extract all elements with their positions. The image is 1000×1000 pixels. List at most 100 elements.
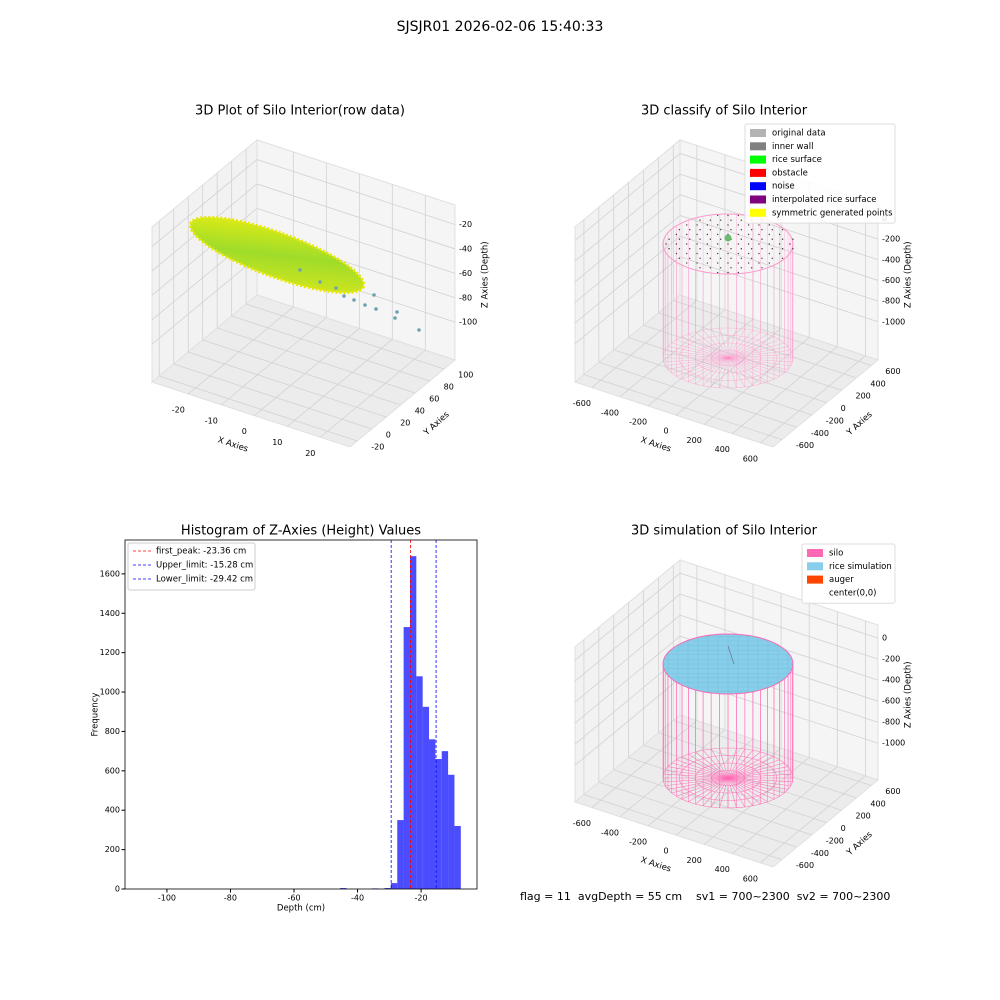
histogram-bar bbox=[403, 627, 410, 889]
grid-line bbox=[673, 300, 872, 366]
grid-line bbox=[254, 328, 360, 416]
histogram-bar bbox=[422, 706, 430, 889]
x-tick-label: -200 bbox=[629, 837, 647, 846]
top-point bbox=[699, 229, 701, 231]
top-point bbox=[719, 248, 722, 250]
y-tick-label: 0 bbox=[841, 824, 846, 833]
grid-line bbox=[574, 235, 681, 324]
top-point bbox=[665, 243, 667, 245]
y-tick-label: 1600 bbox=[100, 569, 120, 578]
legend-patch bbox=[807, 588, 823, 597]
y-tick-label: -600 bbox=[796, 441, 814, 450]
x-tick-label: -200 bbox=[629, 417, 647, 426]
top-point bbox=[686, 224, 688, 226]
grid-line bbox=[583, 794, 783, 860]
grid-line bbox=[679, 194, 879, 261]
grid-line bbox=[679, 256, 879, 323]
x-axis-label: Depth (cm) bbox=[277, 904, 325, 914]
top-point bbox=[727, 262, 729, 264]
top-point bbox=[758, 243, 760, 245]
x-tick-label: 10 bbox=[272, 438, 282, 447]
y-tick-label: -20 bbox=[371, 443, 384, 452]
top-point bbox=[778, 243, 781, 245]
grid-line bbox=[246, 303, 445, 370]
grid-line bbox=[574, 256, 681, 345]
grid-line bbox=[679, 235, 879, 302]
top-point bbox=[706, 252, 709, 255]
plot-frame bbox=[124, 539, 478, 890]
grid-line bbox=[574, 614, 681, 703]
x-tick-label: 200 bbox=[687, 856, 702, 865]
top-point bbox=[761, 257, 763, 259]
legend-box bbox=[127, 542, 256, 591]
legend-box bbox=[744, 123, 896, 224]
top-point bbox=[689, 238, 691, 240]
top-point bbox=[719, 229, 722, 231]
top-point bbox=[727, 243, 729, 245]
grid-line bbox=[647, 738, 754, 827]
top-point bbox=[747, 252, 750, 255]
outlier-point bbox=[318, 280, 322, 284]
z-axis-label: Z Axies (Depth) bbox=[904, 661, 914, 728]
figure-title: SJSJR01 2026-02-06 15:40:33 bbox=[397, 19, 604, 35]
z-tick-label: -100 bbox=[459, 318, 477, 327]
silo-wireframe bbox=[662, 634, 794, 809]
y-tick-label: 20 bbox=[400, 419, 410, 428]
x-tick-label: 0 bbox=[664, 847, 669, 856]
top-point bbox=[737, 224, 740, 226]
top-point bbox=[750, 257, 753, 259]
top-point bbox=[761, 248, 763, 250]
top-point bbox=[678, 238, 681, 240]
y-tick-label: 400 bbox=[870, 379, 885, 388]
top-point bbox=[737, 262, 740, 264]
top-point bbox=[716, 243, 719, 245]
rice-top bbox=[662, 633, 794, 695]
top-point bbox=[716, 262, 719, 264]
histogram-bar bbox=[390, 883, 398, 889]
grid-line bbox=[202, 339, 401, 406]
z-tick-label: -60 bbox=[459, 269, 472, 278]
x-tick-label: -400 bbox=[601, 828, 619, 837]
grid-line bbox=[619, 729, 726, 818]
top-point bbox=[740, 248, 743, 250]
legend-label: silo bbox=[829, 549, 843, 559]
top-point bbox=[740, 257, 743, 259]
grid-line bbox=[619, 309, 726, 398]
top-point bbox=[792, 238, 794, 240]
y-axis-label: Y Axies bbox=[844, 829, 875, 858]
grid-line bbox=[658, 732, 857, 799]
grid-line bbox=[732, 766, 838, 854]
z-tick-label: -200 bbox=[882, 655, 900, 664]
histogram-bar bbox=[454, 825, 461, 889]
top-point bbox=[699, 257, 701, 259]
top-points bbox=[665, 214, 794, 274]
y-tick-label: 800 bbox=[105, 727, 120, 736]
grid-line bbox=[287, 339, 393, 427]
grid-line bbox=[188, 351, 387, 418]
z-tick-label: -80 bbox=[459, 293, 472, 302]
top-point bbox=[737, 233, 740, 236]
grid-line bbox=[574, 173, 681, 262]
top-point bbox=[771, 229, 773, 231]
top-point bbox=[678, 229, 681, 231]
chart-title: 3D Plot of Silo Interior(row data) bbox=[195, 104, 405, 119]
y-tick-label: 100 bbox=[458, 371, 473, 380]
top-point bbox=[727, 252, 729, 255]
outlier-point bbox=[372, 293, 376, 297]
y-tick-label: 40 bbox=[415, 407, 425, 416]
top-point bbox=[696, 262, 698, 264]
top-point bbox=[696, 243, 698, 245]
top-point bbox=[771, 257, 773, 259]
z-axis-label: Z Axies (Depth) bbox=[481, 241, 491, 308]
top-point bbox=[699, 238, 701, 240]
outlier-point bbox=[417, 328, 421, 332]
top-point bbox=[778, 252, 781, 255]
grid-line bbox=[574, 677, 681, 766]
histogram-bar bbox=[441, 751, 449, 889]
grid-line bbox=[679, 215, 879, 281]
floor-ring bbox=[695, 342, 761, 374]
top-point bbox=[689, 257, 691, 259]
legend-patch bbox=[750, 168, 766, 177]
y-tick-label: 60 bbox=[429, 395, 439, 404]
x-tick-label: -80 bbox=[224, 894, 237, 903]
